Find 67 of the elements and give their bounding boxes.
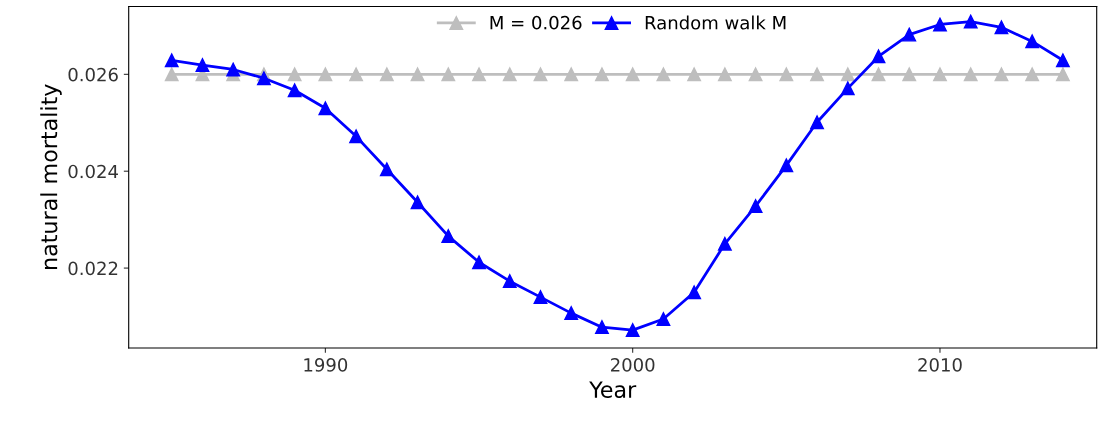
x-tick-label: 2010 [918,358,962,372]
point [902,67,917,82]
point [748,67,763,82]
point [594,320,609,335]
point [441,229,456,244]
point [963,14,978,29]
point [748,199,763,214]
point [625,323,640,338]
point [1025,67,1040,82]
point [1025,34,1040,49]
point [441,67,456,82]
point [994,20,1009,35]
legend-label: M = 0.026 [490,15,582,30]
x-axis-title: Year [589,381,637,398]
point [410,195,425,210]
point [472,67,486,82]
point [287,67,302,82]
point [564,306,579,321]
legend-label: Random walk M [645,15,786,30]
y-tick-label: 0.026 [68,67,118,82]
point [779,158,794,173]
point [379,162,394,177]
point [933,67,947,82]
point [717,67,732,82]
point [594,67,609,82]
point [656,67,671,82]
y-tick-label: 0.022 [68,261,118,276]
point [318,101,333,116]
x-tick-label: 1990 [304,358,348,372]
point [564,67,579,82]
point [164,67,179,82]
point [226,62,241,77]
point [502,274,517,289]
point [349,129,364,144]
point [1055,67,1070,82]
point [656,311,671,326]
point [379,67,394,82]
point [933,17,947,32]
point [410,67,425,82]
point [687,285,702,300]
point [871,67,886,82]
point [287,83,302,98]
point [533,67,548,82]
point [1055,53,1070,68]
point [840,81,855,96]
point [502,67,517,82]
y-axis-title: natural mortality [40,84,62,269]
y-tick-label: 0.024 [68,164,118,179]
point [994,67,1009,82]
point [318,67,333,82]
point [963,67,978,82]
point [871,49,886,64]
point [625,67,640,82]
point [472,255,486,270]
point [717,236,732,251]
point [195,58,210,73]
point [687,67,702,82]
point [779,67,794,82]
point [256,71,271,86]
point [164,53,179,68]
point [902,27,917,42]
point [810,67,825,82]
x-tick-label: 2000 [611,358,655,372]
point [533,290,548,305]
point [810,115,825,130]
point [840,67,855,82]
point [349,67,364,82]
